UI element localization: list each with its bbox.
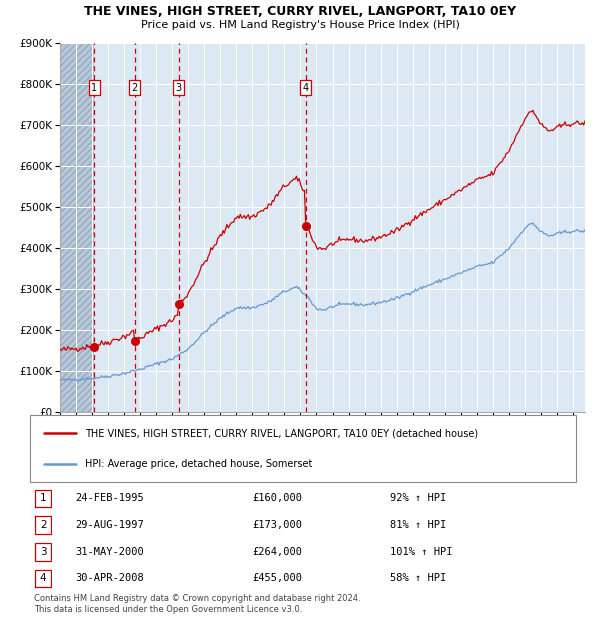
FancyBboxPatch shape [30,415,576,482]
Text: £455,000: £455,000 [252,574,302,583]
Text: 4: 4 [40,574,47,583]
Text: This data is licensed under the Open Government Licence v3.0.: This data is licensed under the Open Gov… [34,604,302,614]
Text: 3: 3 [40,547,47,557]
Text: Contains HM Land Registry data © Crown copyright and database right 2024.: Contains HM Land Registry data © Crown c… [34,593,361,603]
Text: £173,000: £173,000 [252,520,302,530]
Text: 3: 3 [176,82,182,92]
FancyBboxPatch shape [35,543,52,560]
Text: 1: 1 [91,82,97,92]
FancyBboxPatch shape [35,490,52,507]
Text: 24-FEB-1995: 24-FEB-1995 [75,494,144,503]
Text: 31-MAY-2000: 31-MAY-2000 [75,547,144,557]
Text: 4: 4 [302,82,309,92]
Text: 58% ↑ HPI: 58% ↑ HPI [390,574,446,583]
Text: 1: 1 [40,494,47,503]
Text: THE VINES, HIGH STREET, CURRY RIVEL, LANGPORT, TA10 0EY (detached house): THE VINES, HIGH STREET, CURRY RIVEL, LAN… [85,428,478,438]
Text: 2: 2 [131,82,138,92]
Text: HPI: Average price, detached house, Somerset: HPI: Average price, detached house, Some… [85,459,312,469]
Text: £264,000: £264,000 [252,547,302,557]
Text: THE VINES, HIGH STREET, CURRY RIVEL, LANGPORT, TA10 0EY: THE VINES, HIGH STREET, CURRY RIVEL, LAN… [84,5,516,18]
Text: 29-AUG-1997: 29-AUG-1997 [75,520,144,530]
Bar [60,43,94,412]
Text: 92% ↑ HPI: 92% ↑ HPI [390,494,446,503]
Text: £160,000: £160,000 [252,494,302,503]
FancyBboxPatch shape [35,516,52,534]
Text: 81% ↑ HPI: 81% ↑ HPI [390,520,446,530]
Text: 30-APR-2008: 30-APR-2008 [75,574,144,583]
Text: 2: 2 [40,520,47,530]
FancyBboxPatch shape [35,570,52,587]
Text: 101% ↑ HPI: 101% ↑ HPI [390,547,452,557]
Text: Price paid vs. HM Land Registry's House Price Index (HPI): Price paid vs. HM Land Registry's House … [140,20,460,30]
